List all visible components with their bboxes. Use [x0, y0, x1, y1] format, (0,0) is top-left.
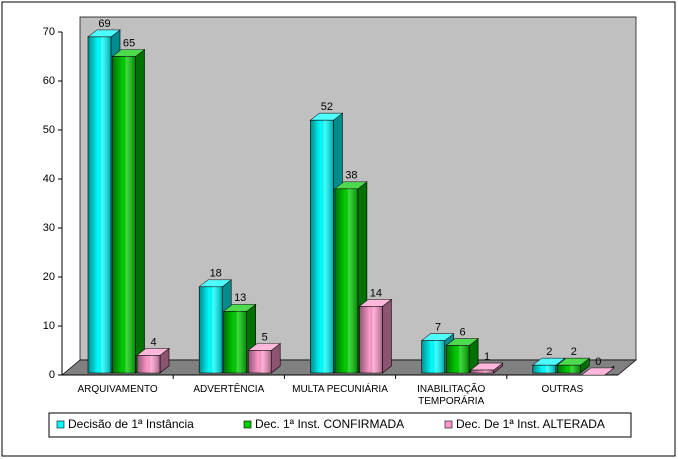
bar-shade [223, 311, 247, 373]
y-tick-label: 0 [49, 369, 55, 381]
bar-top-shade [334, 181, 367, 189]
value-label: 13 [234, 292, 246, 304]
bar-side-shade [135, 49, 145, 373]
x-tick-label: INABILITAÇÃO TEMPORÁRIA [417, 384, 486, 407]
bar-top-shade [470, 363, 503, 371]
bar-shade [88, 36, 111, 374]
y-tick-label: 60 [43, 75, 55, 87]
x-tick-label: ADVERTÊNCIA [193, 384, 265, 395]
bar-top-shade [112, 49, 145, 57]
bar-shade [532, 365, 556, 373]
bar-shade [248, 350, 272, 373]
bar-side-shade [493, 363, 503, 373]
y-tick-label: 20 [43, 271, 55, 283]
legend-swatch [56, 420, 65, 429]
bar-shade [557, 365, 581, 373]
legend-label: Decisão de 1ª Instância [68, 417, 194, 431]
value-label: 5 [262, 331, 268, 343]
bar-top-shade [421, 333, 454, 341]
value-label: 0 [595, 356, 601, 368]
value-label: 69 [98, 18, 110, 30]
bar-top-shade [359, 299, 392, 307]
bar-side-shade [160, 348, 169, 373]
y-tick-label: 40 [43, 173, 55, 185]
bar-shade [334, 188, 358, 373]
bar-side-shade [580, 358, 590, 373]
value-label: 4 [150, 336, 156, 348]
bar-side-shade [469, 338, 479, 373]
bar-top [580, 367, 615, 376]
y-tick-label: 10 [43, 320, 55, 332]
value-label: 14 [370, 287, 382, 299]
bar-top-shade [137, 348, 169, 356]
bar-top-shade [223, 304, 256, 312]
legend [48, 412, 632, 438]
value-label: 2 [546, 346, 552, 358]
value-label: 52 [321, 101, 333, 113]
y-tick-label: 50 [43, 124, 55, 136]
bar-side-shade [382, 299, 392, 373]
value-label: 1 [484, 351, 490, 363]
bar-top-shade [199, 279, 232, 287]
legend-label: Dec. 1ª Inst. CONFIRMADA [255, 417, 404, 431]
value-label: 65 [123, 37, 135, 49]
bar-side-shade [271, 343, 281, 373]
bar-top-shade [557, 358, 590, 366]
bar-top-shade [88, 29, 120, 37]
value-label: 18 [210, 268, 222, 280]
bar-shade [421, 340, 445, 373]
x-tick-label: OUTRAS [541, 384, 584, 395]
bar-shade [112, 56, 136, 373]
legend-label: Dec. De 1ª Inst. ALTERADA [456, 417, 605, 431]
y-tick-label: 70 [43, 26, 55, 38]
bar-shade [359, 306, 383, 373]
value-label: 6 [460, 327, 466, 339]
bar-top-shade [310, 113, 343, 121]
bar-top-shade [532, 358, 565, 366]
legend-swatch [243, 420, 252, 429]
x-tick-label: ARQUIVAMENTO [77, 384, 158, 395]
bar-shade [446, 345, 470, 373]
value-label: 38 [345, 170, 357, 182]
bar-top-shade [248, 343, 281, 351]
bar-top-shade [446, 338, 479, 346]
bar-top-shade [581, 368, 614, 375]
y-tick-label: 30 [43, 222, 55, 234]
bar-shade [310, 120, 334, 373]
x-tick-label: MULTA PECUNIÁRIA [292, 384, 388, 395]
bar-shade [199, 286, 223, 373]
legend-swatch [444, 420, 453, 429]
bar-shade [137, 355, 160, 373]
bar-shade [470, 370, 494, 373]
value-label: 2 [571, 346, 577, 358]
value-label: 7 [435, 322, 441, 334]
